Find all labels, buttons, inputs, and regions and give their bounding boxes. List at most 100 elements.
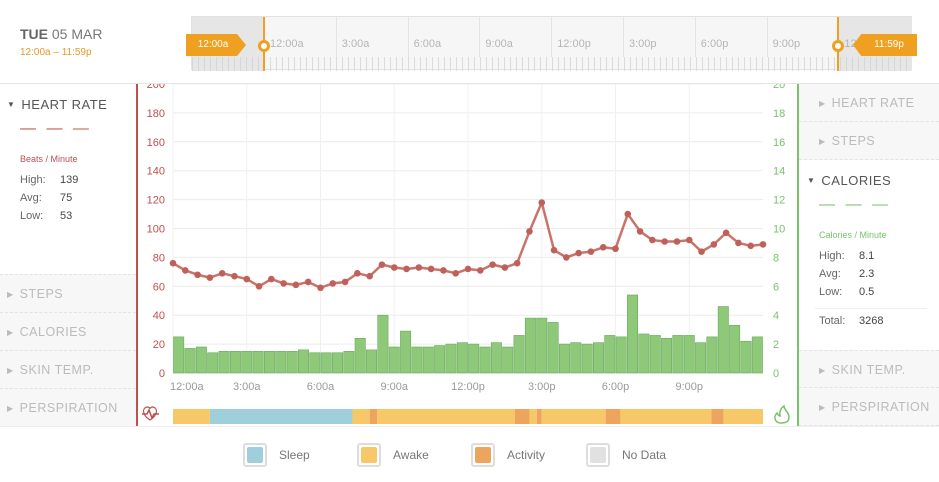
heart-rate-point bbox=[280, 280, 287, 287]
calorie-bar bbox=[275, 351, 287, 374]
calorie-bar bbox=[173, 336, 185, 374]
calorie-bar bbox=[740, 340, 752, 374]
activity-strip-segment bbox=[352, 409, 370, 424]
left-axis-pointer bbox=[136, 118, 137, 138]
activity-strip-segment bbox=[620, 409, 712, 424]
heart-rate-point bbox=[599, 243, 607, 251]
heart-rate-point bbox=[759, 241, 767, 248]
calorie-bar bbox=[706, 336, 718, 374]
date: 05 MAR bbox=[51, 26, 103, 42]
left-axis-tick-label: 40 bbox=[153, 310, 165, 322]
right-axis-tick-label: 20 bbox=[773, 84, 785, 91]
heart-rate-point bbox=[587, 248, 595, 255]
calorie-bar bbox=[524, 317, 536, 374]
collapsed-triangle-icon: ▶ bbox=[7, 366, 14, 375]
timeline-separator bbox=[335, 17, 337, 57]
heart-rate-point bbox=[206, 274, 214, 281]
right-axis-tick-label: 6 bbox=[773, 281, 779, 293]
metric-unit: Calories / Minute bbox=[819, 230, 887, 240]
heart-rate-point bbox=[526, 228, 533, 235]
activity-strip-segment bbox=[723, 409, 763, 424]
calorie-bar bbox=[434, 345, 446, 374]
calorie-bar bbox=[672, 335, 684, 374]
metric-heart-rate-right[interactable]: ▶ HEART RATE bbox=[799, 84, 939, 122]
calorie-bar bbox=[252, 351, 264, 374]
calorie-bar bbox=[320, 352, 332, 374]
heart-rate-point bbox=[218, 269, 226, 277]
heart-rate-point bbox=[415, 264, 423, 271]
heart-rate-point bbox=[685, 236, 693, 244]
legend-swatch bbox=[361, 447, 377, 463]
metric-perspiration[interactable]: ▶ PERSPIRATION bbox=[0, 388, 136, 426]
activity-strip-segment bbox=[209, 409, 353, 424]
calorie-bar bbox=[332, 352, 343, 374]
calorie-bar bbox=[479, 346, 491, 374]
left-axis-tick-label: 0 bbox=[159, 368, 165, 380]
heartbeat-icon bbox=[142, 408, 159, 420]
calorie-bar bbox=[309, 352, 321, 374]
calorie-bar bbox=[593, 342, 604, 374]
calorie-bar bbox=[468, 343, 480, 374]
calorie-bar bbox=[411, 346, 423, 374]
metric-skin-temp-right[interactable]: ▶ SKIN TEMP. bbox=[799, 350, 939, 388]
metric-skin-temp[interactable]: ▶ SKIN TEMP. bbox=[0, 350, 136, 388]
metric-perspiration-right[interactable]: ▶ PERSPIRATION bbox=[799, 388, 939, 426]
timeline-scrubber[interactable]: 12:00a 3:00a 6:00a 9:00a 12:00p 3:00p 6:00p 9:0… bbox=[191, 16, 912, 71]
right-axis-tick-label: 4 bbox=[773, 310, 779, 322]
calorie-bar bbox=[683, 335, 695, 374]
calorie-bar bbox=[570, 342, 582, 374]
calorie-bar bbox=[218, 351, 230, 374]
calorie-bar bbox=[490, 342, 502, 374]
stat-total: Total: 3268 bbox=[819, 315, 884, 327]
calorie-bar bbox=[695, 342, 707, 374]
chart-svg: 0 0 20 2 40 4 60 6 80 8 100 10 120 12 140 14 160 16 180 18 2… bbox=[136, 84, 799, 426]
range-end-flag[interactable]: 11:59p bbox=[853, 34, 917, 56]
legend-swatch bbox=[475, 447, 491, 463]
calorie-bar bbox=[661, 338, 673, 374]
x-axis-tick-label: 12:00a bbox=[170, 381, 205, 393]
legend-swatch bbox=[247, 447, 263, 463]
heart-rate-point bbox=[292, 281, 300, 289]
metric-title: CALORIES bbox=[821, 173, 892, 188]
calorie-bar bbox=[195, 346, 207, 374]
left-metric-panel: ▼ HEART RATE — — — Beats / Minute High: 13… bbox=[0, 84, 136, 426]
calorie-bar bbox=[581, 343, 593, 374]
timeline-separator bbox=[623, 17, 624, 57]
activity-strip-segment bbox=[711, 409, 724, 424]
metric-steps[interactable]: ▶ STEPS bbox=[0, 274, 136, 312]
metric-calories-active[interactable]: ▼ CALORIES — — — Calories / Minute High: 8… bbox=[799, 160, 939, 350]
metric-calories[interactable]: ▶ CALORIES bbox=[0, 312, 136, 350]
heart-rate-point bbox=[722, 229, 730, 237]
heart-rate-point bbox=[354, 269, 361, 277]
activity-strip-segment bbox=[529, 409, 537, 424]
right-axis-tick-label: 10 bbox=[773, 224, 785, 236]
heart-rate-point bbox=[231, 272, 238, 280]
heart-rate-point bbox=[612, 245, 619, 253]
range-end-handle[interactable] bbox=[832, 40, 844, 52]
right-axis-tick-label: 16 bbox=[773, 137, 785, 149]
heart-rate-point bbox=[181, 267, 189, 274]
collapsed-triangle-icon: ▶ bbox=[819, 366, 826, 375]
timeline-label: 9:00a bbox=[485, 38, 513, 50]
heart-rate-point bbox=[710, 241, 718, 248]
header: TUE 05 MAR 12:00a – 11:59p 12:00a 3:00a 6:… bbox=[0, 0, 939, 84]
activity-strip-segment bbox=[541, 409, 606, 424]
range-start-handle[interactable] bbox=[258, 40, 270, 52]
timeline-separator bbox=[479, 17, 481, 57]
right-axis-pointer bbox=[798, 202, 799, 222]
calorie-bar bbox=[445, 343, 457, 374]
calorie-bar bbox=[241, 351, 253, 374]
calorie-bar bbox=[366, 349, 378, 374]
metric-steps-right[interactable]: ▶ STEPS bbox=[799, 122, 939, 160]
metric-heart-rate[interactable]: ▼ HEART RATE — — — Beats / Minute High: 13… bbox=[0, 84, 136, 274]
legend-swatch bbox=[590, 447, 606, 463]
heart-rate-point bbox=[317, 284, 324, 292]
collapsed-triangle-icon: ▶ bbox=[7, 328, 14, 337]
x-axis-tick-label: 3:00p bbox=[528, 381, 556, 393]
range-start-flag[interactable]: 12:00a bbox=[186, 34, 246, 56]
heart-rate-point bbox=[341, 278, 349, 286]
timeline-label: 12:00a bbox=[270, 38, 304, 50]
left-axis-tick-label: 200 bbox=[147, 84, 165, 91]
left-axis-tick-label: 140 bbox=[147, 166, 165, 178]
